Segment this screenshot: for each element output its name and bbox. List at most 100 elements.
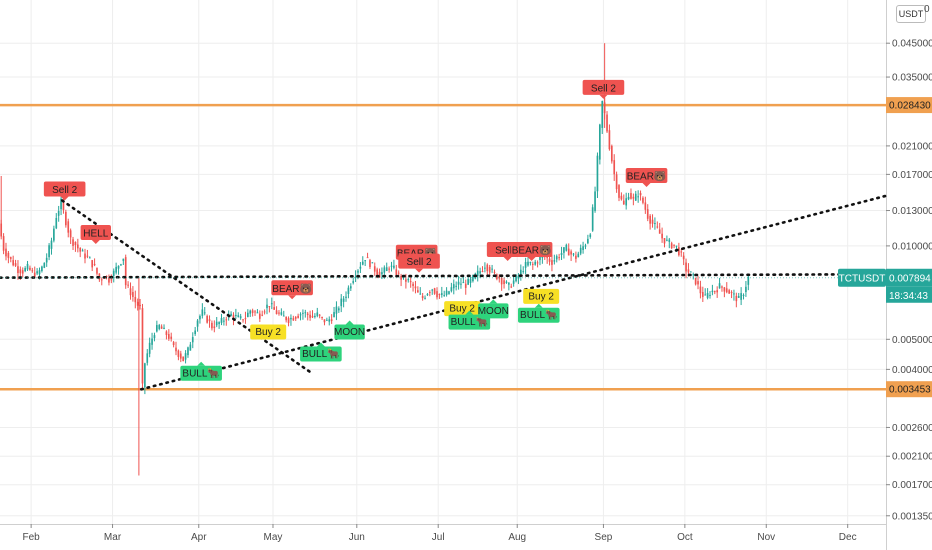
candle-body: [81, 250, 84, 252]
candle-body: [496, 274, 498, 280]
signal-pointer: [527, 256, 536, 261]
signal-label: Sell 2: [52, 185, 77, 196]
candle-body: [79, 247, 82, 252]
signal-box: [444, 301, 481, 317]
candle-body: [17, 266, 19, 274]
candle-body: [235, 314, 237, 316]
signal-label: BULL🐂: [302, 348, 339, 360]
trend-line: [139, 194, 888, 391]
candle-body: [361, 261, 364, 265]
candle-body: [371, 262, 374, 264]
candle-body: [448, 291, 450, 294]
candle-body: [340, 298, 343, 307]
signal-box: [43, 181, 86, 197]
candle-body: [601, 101, 604, 128]
y-tick-label: 0.005000: [892, 335, 932, 346]
candle-body: [591, 207, 594, 231]
candle-body: [637, 196, 639, 198]
candle-body: [740, 293, 742, 300]
x-tick-label: Oct: [677, 532, 693, 543]
x-tick-label: Jul: [432, 532, 445, 543]
candle-body: [575, 255, 577, 259]
candle-body: [424, 297, 426, 299]
candle-body: [529, 261, 532, 264]
candle-body: [737, 296, 740, 298]
last-price-tag: [886, 268, 932, 287]
signal-label: Buy 2: [255, 327, 281, 338]
candle-body: [218, 322, 220, 325]
candle-body: [184, 353, 187, 360]
candle-body: [110, 279, 113, 281]
signal-label: BULL🐂: [520, 309, 557, 321]
signal-pointer: [642, 182, 651, 187]
signal-sell: BEAR🐻: [271, 280, 313, 300]
candle-body: [352, 281, 355, 283]
signal-label: BEAR🐻: [512, 243, 552, 256]
signal-sell: HELL: [80, 225, 111, 245]
candle-body: [191, 337, 194, 343]
candle-body: [493, 271, 496, 273]
symbol-tag: [838, 268, 886, 287]
signal-box: [448, 314, 491, 330]
signal-pointer: [345, 320, 354, 325]
candle-body: [407, 279, 410, 281]
candle-body: [503, 280, 505, 285]
candle-body: [388, 268, 390, 270]
candle-body: [187, 347, 189, 356]
candle-body: [558, 257, 560, 259]
candle-body: [100, 279, 103, 281]
candle-body: [366, 257, 369, 259]
y-tick-label: 0.002600: [892, 423, 932, 434]
candle-body: [508, 282, 510, 285]
candle-body: [694, 277, 697, 285]
candle-body: [373, 266, 376, 272]
level-tag: [886, 97, 932, 114]
candle-body: [383, 267, 386, 273]
candle-body: [285, 317, 287, 321]
candle-body: [599, 124, 601, 160]
candle-body: [326, 319, 328, 321]
candle-body: [48, 245, 50, 258]
x-tick-label: May: [264, 532, 283, 543]
candle-body: [156, 325, 158, 332]
candle-body: [491, 268, 493, 270]
candle-body: [282, 315, 285, 317]
candle-body: [337, 308, 340, 311]
candle-body: [299, 314, 302, 316]
candle-body: [649, 215, 651, 224]
candle-body: [316, 312, 319, 316]
candle-body: [390, 265, 393, 267]
signal-pointer: [489, 299, 498, 304]
candle-body: [594, 191, 596, 211]
signal-box: [582, 79, 625, 95]
candle-body: [725, 288, 728, 293]
candle-body: [141, 308, 144, 384]
signal-sell: BEAR🐻: [625, 167, 668, 187]
candle-body: [505, 281, 508, 283]
candle-body: [697, 281, 699, 285]
top-axis-label: 0: [924, 4, 930, 15]
candle-body: [120, 264, 122, 266]
signal-box: [523, 288, 560, 304]
candle-body: [5, 248, 7, 257]
candle-body: [728, 290, 730, 294]
candle-body: [194, 330, 196, 335]
candle-body: [678, 247, 680, 256]
x-tick-label: Dec: [839, 532, 857, 543]
candle-body: [148, 342, 151, 354]
candle-body: [405, 279, 407, 282]
signal-box: [398, 253, 440, 269]
candle-body: [290, 317, 292, 320]
candle-body: [357, 270, 359, 273]
currency-selector[interactable]: USDT: [896, 5, 926, 23]
candle-body: [414, 286, 417, 289]
candle-body: [69, 230, 72, 238]
signal-label: Sell 2: [591, 83, 616, 94]
candle-body: [93, 263, 96, 266]
candle-body: [721, 286, 723, 288]
candle-body: [50, 240, 53, 249]
candle-body: [618, 185, 620, 198]
candle-body: [215, 321, 218, 326]
signal-buy: Buy 2: [523, 288, 560, 304]
